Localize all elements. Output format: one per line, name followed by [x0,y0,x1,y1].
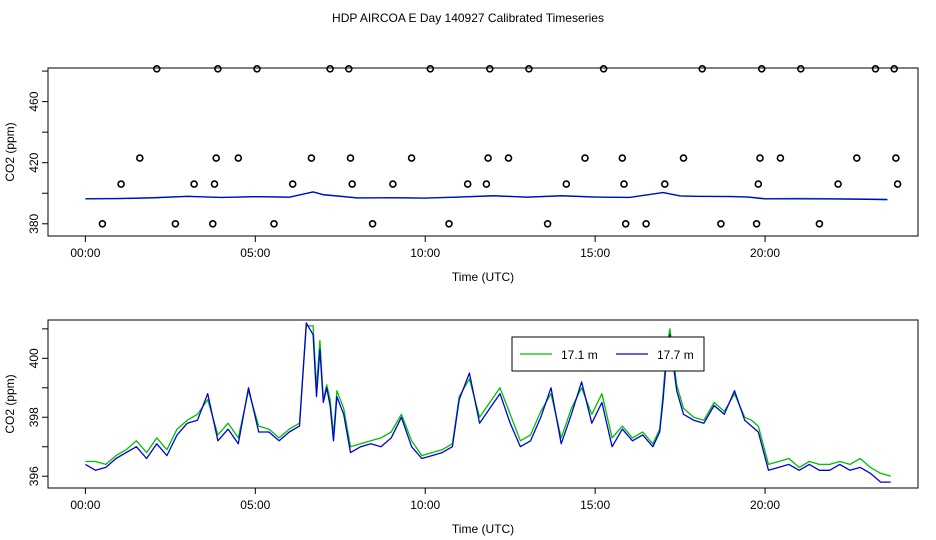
bottom-x-tick-label-4: 20:00 [750,498,780,512]
top-x-tick-label-4: 20:00 [750,246,780,260]
top-marker-30 [543,220,552,228]
top-marker-18 [348,180,357,188]
top-marker-26 [484,154,492,162]
top-x-axis-label: Time (UTC) [452,270,514,284]
top-marker-24 [463,180,472,188]
top-marker-44 [756,154,764,162]
top-marker-2 [136,154,144,162]
bottom-x-tick-label-3: 15:00 [580,498,610,512]
top-marker-15 [326,65,334,73]
top-marker-28 [504,154,513,162]
top-marker-54 [893,180,902,188]
top-marker-45 [757,65,766,73]
top-marker-12 [270,220,278,228]
bottom-y-axis-label: CO2 (ppm) [3,374,17,433]
top-marker-23 [445,220,453,228]
top-marker-20 [389,180,397,188]
bottom-x-tick-label-0: 00:00 [70,498,100,512]
bottom-x-tick-label-2: 10:00 [410,498,440,512]
bottom-y-axis: 396 398 400 [27,328,48,486]
bottom-panel: 00:00 05:00 10:00 15:00 20:00 396 398 400 Time… [3,319,919,536]
bottom-series-17-7-m-line [85,322,891,483]
top-marker-3 [153,65,161,73]
top-marker-5 [190,180,198,188]
legend-label-17-7m: 17.7 m [657,348,694,362]
top-marker-4 [171,220,180,228]
top-marker-17 [346,154,355,162]
top-plot-frame [47,67,919,237]
top-marker-19 [368,220,377,228]
chart-title: HDP AIRCOA E Day 140927 Calibrated Times… [332,11,604,25]
top-marker-16 [344,65,353,73]
top-x-tick-label-1: 05:00 [240,246,270,260]
bottom-plot-frame [47,319,919,489]
top-marker-31 [562,180,571,188]
top-x-tick-label-2: 10:00 [410,246,440,260]
top-marker-39 [679,154,688,162]
bottom-x-axis: 00:00 05:00 10:00 15:00 20:00 [70,488,780,512]
top-y-tick-label-0: 380 [27,213,41,233]
bottom-y-tick-label-4: 400 [27,348,41,368]
top-marker-14 [307,154,316,162]
bottom-series-17-1-m-line [85,325,891,477]
top-marker-9 [214,65,222,73]
top-marker-41 [717,220,725,228]
top-y-axis: 380 420 460 [27,70,48,234]
top-marker-13 [288,180,297,188]
legend: 17.1 m 17.7 m [511,336,705,372]
top-marker-53 [892,154,900,162]
top-marker-48 [815,220,824,228]
top-marker-52 [890,65,899,73]
bottom-series-lines [85,322,891,483]
top-series-17-7-m-line [85,191,888,201]
top-marker-8 [212,154,220,162]
top-marker-0 [98,220,107,228]
top-marker-38 [660,180,669,188]
top-marker-11 [253,65,261,73]
top-marker-27 [485,65,494,73]
top-marker-40 [698,65,707,73]
top-marker-21 [407,154,416,162]
top-marker-36 [621,220,630,228]
top-marker-37 [642,220,650,228]
top-y-axis-label: CO2 (ppm) [3,122,17,181]
top-panel: 00:00 05:00 10:00 15:00 20:00 380 420 460 Time… [3,65,919,284]
top-x-axis: 00:00 05:00 10:00 15:00 20:00 [70,236,780,260]
top-marker-47 [796,65,805,73]
top-series-lines [85,191,888,201]
legend-label-17-1m: 17.1 m [561,348,598,362]
top-marker-22 [426,65,435,73]
top-marker-34 [618,154,627,162]
top-marker-33 [599,65,608,73]
top-marker-32 [581,154,589,162]
top-y-tick-label-2: 420 [27,152,41,172]
bottom-x-tick-label-1: 05:00 [240,498,270,512]
top-marker-50 [852,154,861,162]
top-y-tick-label-4: 460 [27,91,41,111]
top-marker-7 [210,180,219,188]
top-markers [98,65,902,228]
top-x-tick-label-0: 00:00 [70,246,100,260]
top-marker-29 [525,65,533,73]
top-x-tick-label-3: 15:00 [580,246,610,260]
top-marker-46 [776,154,785,162]
top-marker-42 [752,220,761,228]
top-marker-51 [871,65,880,73]
top-marker-35 [620,180,628,188]
top-marker-1 [117,180,125,188]
top-marker-10 [234,154,243,162]
top-marker-6 [209,220,217,228]
bottom-y-tick-label-0: 396 [27,466,41,486]
top-marker-25 [482,180,491,188]
bottom-x-axis-label: Time (UTC) [452,522,514,536]
bottom-y-tick-label-2: 398 [27,407,41,427]
top-marker-43 [754,180,763,188]
top-marker-49 [834,180,842,188]
